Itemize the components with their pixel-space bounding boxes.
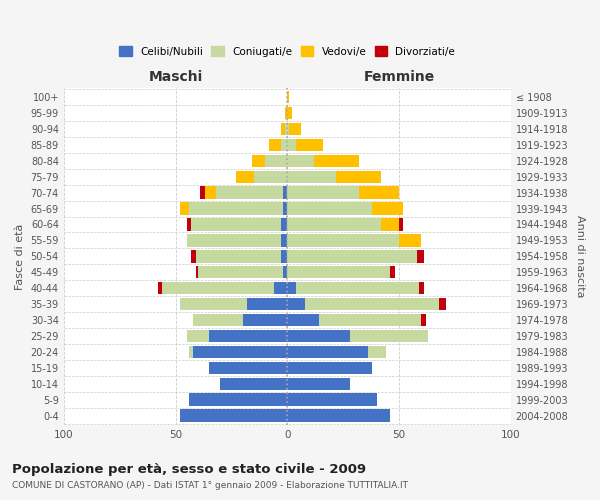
Bar — [287, 298, 305, 310]
Bar — [196, 250, 281, 262]
Bar — [350, 330, 428, 342]
Bar — [287, 394, 377, 406]
Bar — [196, 266, 198, 278]
Bar — [162, 282, 274, 294]
Bar — [285, 122, 287, 135]
Bar — [216, 186, 283, 199]
Bar — [220, 378, 287, 390]
Bar — [287, 234, 399, 246]
Y-axis label: Fasce di età: Fasce di età — [15, 223, 25, 290]
Bar — [287, 186, 359, 199]
Bar — [296, 138, 323, 151]
Bar — [180, 202, 189, 215]
Bar — [189, 202, 283, 215]
Bar — [283, 202, 287, 215]
Bar — [281, 122, 285, 135]
Bar — [236, 170, 254, 183]
Bar — [314, 154, 359, 167]
Bar — [191, 250, 196, 262]
Bar — [287, 250, 417, 262]
Bar — [193, 314, 242, 326]
Bar — [285, 107, 287, 119]
Bar — [287, 330, 350, 342]
Bar — [287, 138, 296, 151]
Text: Femmine: Femmine — [364, 70, 434, 85]
Bar — [319, 314, 421, 326]
Bar — [381, 218, 399, 230]
Bar — [287, 202, 372, 215]
Bar — [368, 346, 386, 358]
Bar — [242, 314, 287, 326]
Bar — [287, 122, 289, 135]
Bar — [287, 314, 319, 326]
Bar — [180, 298, 247, 310]
Bar — [281, 218, 287, 230]
Bar — [251, 154, 265, 167]
Bar — [372, 202, 403, 215]
Bar — [187, 218, 191, 230]
Bar — [193, 346, 287, 358]
Bar — [287, 91, 289, 104]
Bar — [399, 218, 403, 230]
Bar — [158, 282, 162, 294]
Bar — [296, 282, 419, 294]
Bar — [399, 234, 421, 246]
Bar — [419, 282, 424, 294]
Bar — [281, 138, 287, 151]
Bar — [209, 330, 287, 342]
Bar — [191, 218, 281, 230]
Bar — [180, 410, 287, 422]
Bar — [274, 282, 287, 294]
Bar — [287, 410, 390, 422]
Bar — [283, 266, 287, 278]
Text: Popolazione per età, sesso e stato civile - 2009: Popolazione per età, sesso e stato civil… — [12, 462, 366, 475]
Bar — [200, 186, 205, 199]
Bar — [287, 170, 337, 183]
Bar — [187, 330, 209, 342]
Bar — [287, 282, 296, 294]
Bar — [337, 170, 381, 183]
Bar — [265, 154, 287, 167]
Y-axis label: Anni di nascita: Anni di nascita — [575, 215, 585, 298]
Text: Maschi: Maschi — [148, 70, 203, 85]
Bar — [209, 362, 287, 374]
Bar — [269, 138, 281, 151]
Bar — [287, 362, 372, 374]
Bar — [421, 314, 426, 326]
Bar — [287, 346, 368, 358]
Bar — [189, 394, 287, 406]
Legend: Celibi/Nubili, Coniugati/e, Vedovi/e, Divorziati/e: Celibi/Nubili, Coniugati/e, Vedovi/e, Di… — [115, 42, 459, 60]
Bar — [287, 218, 381, 230]
Bar — [198, 266, 283, 278]
Bar — [439, 298, 446, 310]
Bar — [305, 298, 439, 310]
Bar — [254, 170, 287, 183]
Bar — [417, 250, 424, 262]
Bar — [281, 234, 287, 246]
Bar — [359, 186, 399, 199]
Bar — [205, 186, 216, 199]
Bar — [287, 154, 314, 167]
Bar — [281, 250, 287, 262]
Bar — [247, 298, 287, 310]
Bar — [287, 107, 292, 119]
Bar — [287, 378, 350, 390]
Bar — [390, 266, 395, 278]
Bar — [289, 122, 301, 135]
Bar — [287, 266, 390, 278]
Bar — [189, 346, 193, 358]
Bar — [283, 186, 287, 199]
Text: COMUNE DI CASTORANO (AP) - Dati ISTAT 1° gennaio 2009 - Elaborazione TUTTITALIA.: COMUNE DI CASTORANO (AP) - Dati ISTAT 1°… — [12, 481, 408, 490]
Bar — [187, 234, 281, 246]
